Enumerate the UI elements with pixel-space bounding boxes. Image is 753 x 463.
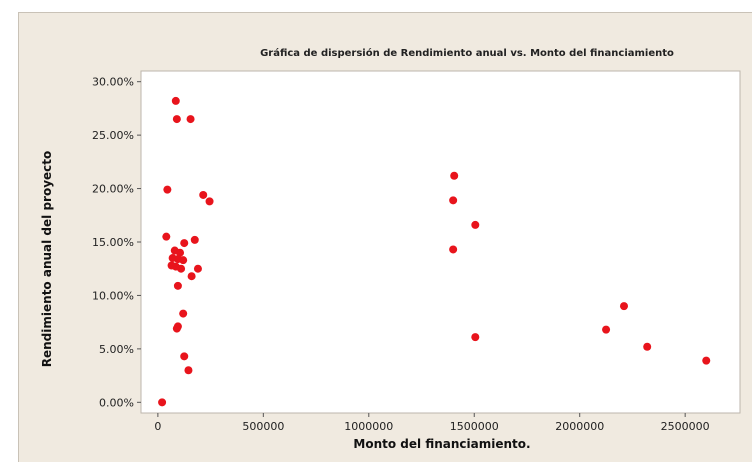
x-tick-label: 1500000: [450, 420, 499, 433]
y-tick-label: 5.00%: [99, 343, 134, 356]
data-point: [158, 398, 167, 407]
data-point: [199, 190, 208, 199]
x-tick-label: 500000: [242, 420, 284, 433]
data-point: [449, 196, 458, 205]
data-point: [449, 245, 458, 254]
data-point: [190, 235, 199, 244]
y-tick-label: 20.00%: [92, 183, 134, 196]
chart-frame: Gráfica de dispersión de Rendimiento anu…: [18, 12, 752, 462]
data-point: [702, 356, 711, 365]
x-tick-label: 0: [154, 420, 161, 433]
data-point: [162, 232, 171, 241]
data-point: [450, 171, 459, 180]
data-point: [172, 115, 181, 124]
data-point: [179, 256, 188, 265]
plot-area: [140, 70, 741, 414]
data-point: [471, 333, 480, 342]
data-point: [163, 185, 172, 194]
x-tick-label: 2000000: [555, 420, 604, 433]
y-tick-label: 15.00%: [92, 236, 134, 249]
chart-title: Gráfica de dispersión de Rendimiento anu…: [260, 47, 674, 59]
data-point: [193, 264, 202, 273]
data-point: [619, 302, 628, 311]
y-tick-label: 0.00%: [99, 396, 134, 409]
data-point: [172, 324, 181, 333]
data-point: [186, 115, 195, 124]
y-tick-label: 30.00%: [92, 76, 134, 89]
data-point: [176, 248, 185, 257]
data-point: [177, 264, 186, 273]
y-axis: 0.00% 5.00% 10.00% 15.00% 20.00% 25.00% 30.00%: [92, 76, 141, 409]
data-point: [643, 342, 652, 351]
data-point: [179, 309, 188, 318]
data-point: [180, 239, 189, 248]
data-point: [184, 366, 193, 375]
data-point: [187, 272, 196, 281]
data-point: [173, 281, 182, 290]
x-axis: 0 500000 1000000 1500000 2000000 2500000: [154, 413, 710, 433]
data-point: [180, 352, 189, 361]
x-axis-label: Monto del financiamiento.: [353, 437, 530, 451]
y-tick-label: 10.00%: [92, 289, 134, 302]
data-point: [602, 325, 611, 334]
x-tick-label: 2500000: [661, 420, 710, 433]
data-point: [471, 220, 480, 229]
x-tick-label: 1000000: [344, 420, 393, 433]
data-point: [205, 197, 214, 206]
y-axis-label: Rendimiento anual del proyecto: [40, 151, 54, 367]
data-points: [158, 96, 711, 407]
y-tick-label: 25.00%: [92, 129, 134, 142]
scatter-chart: Gráfica de dispersión de Rendimiento anu…: [40, 47, 741, 451]
data-point: [171, 96, 180, 105]
